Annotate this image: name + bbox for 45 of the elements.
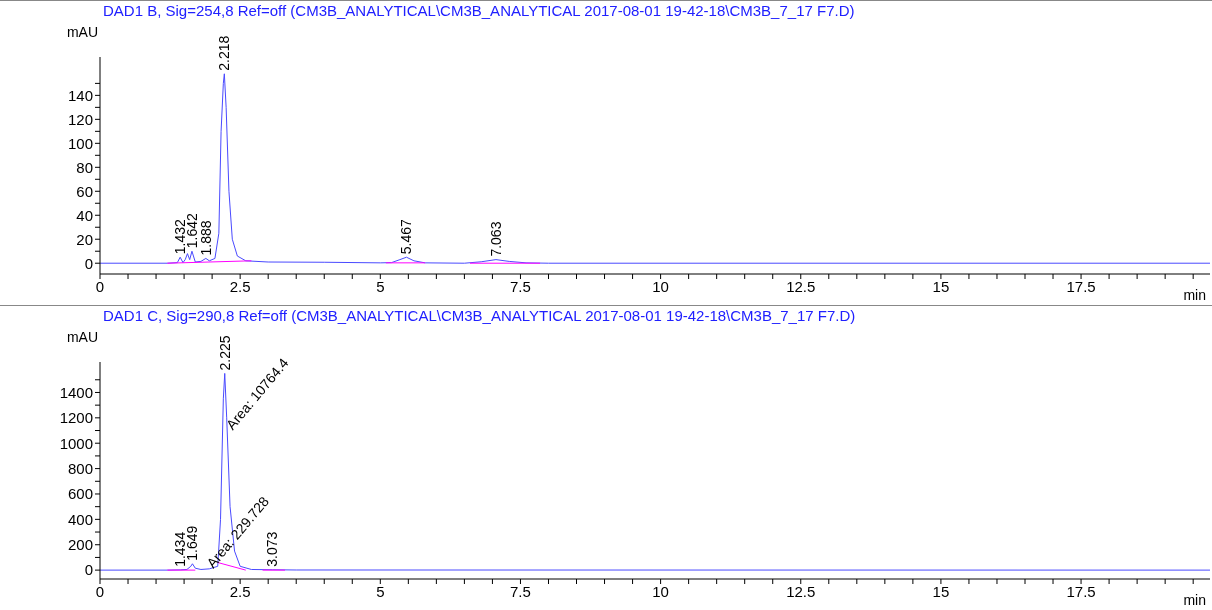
annotation: 3.073 [264,531,281,567]
y-tick-label: 1000 [59,434,93,452]
y-tick-label: 80 [76,158,93,176]
x-tick-label: 2.5 [229,277,251,295]
x-tick-label: 0 [95,582,105,600]
x-tick-label: 12.5 [786,582,816,600]
y-axis-title: mAU [66,23,98,40]
x-tick-label: 15 [932,582,950,600]
x-axis-title: min [1183,287,1206,303]
annotation: 2.218 [216,35,233,71]
x-tick-label: 17.5 [1066,582,1096,600]
x-tick-label: 10 [652,277,669,295]
x-tick-label: 7.5 [510,277,531,295]
y-tick-label: 20 [76,230,93,248]
y-tick-label: 800 [67,459,93,477]
x-tick-label: 5 [376,582,385,600]
annotation: 1.649 [184,525,201,561]
x-tick-label: 10 [652,582,669,600]
annotation: 7.063 [487,221,504,257]
x-tick-label: 17.5 [1066,277,1096,295]
y-tick-label: 0 [84,254,93,272]
chart-title: DAD1 B, Sig=254,8 Ref=off (CM3B_ANALYTICAL\CM3B_ANALYTICAL 2017-08-01 19-42-18\CM3B_7_17 F7.D) [103,2,855,19]
x-tick-label: 0 [95,277,105,295]
y-tick-label: 140 [67,86,93,104]
x-tick-label: 5 [376,277,385,295]
x-tick-label: 15 [932,277,950,295]
y-tick-label: 200 [67,536,93,554]
line-series [100,73,1210,264]
x-tick-label: 12.5 [786,277,816,295]
x-tick-label: 7.5 [510,582,531,600]
y-tick-label: 100 [67,134,93,152]
y-tick-label: 1200 [59,409,93,427]
y-tick-label: 1400 [59,383,93,401]
y-tick-label: 0 [84,561,93,579]
x-tick-label: 2.5 [229,582,251,600]
y-axis-title: mAU [66,328,98,345]
x-axis-title: min [1183,592,1206,608]
y-tick-label: 40 [76,206,93,224]
y-tick-label: 600 [67,485,93,503]
annotation: 5.467 [398,218,415,255]
annotation: 2.225 [216,335,233,371]
y-tick-label: 60 [76,182,93,200]
chart-title: DAD1 C, Sig=290,8 Ref=off (CM3B_ANALYTICAL\CM3B_ANALYTICAL 2017-08-01 19-42-18\CM3B_7_17 F7.D) [103,307,856,324]
y-tick-label: 400 [67,510,93,528]
y-tick-label: 120 [67,110,93,128]
